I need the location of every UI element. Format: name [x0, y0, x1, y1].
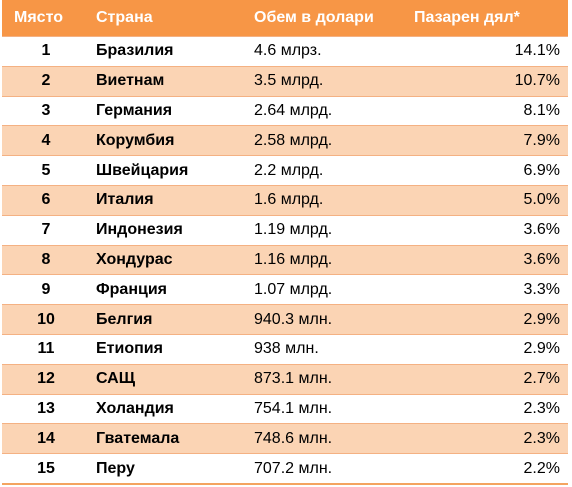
- table-row: 1 Бразилия 4.6 млрз. 14.1%: [2, 36, 568, 66]
- volume-cell: 707.2 млн.: [254, 459, 333, 477]
- table-row: 7 Индонезия 1.19 млрд. 3.6%: [2, 214, 568, 245]
- header-market-share: Пазарен дял*: [414, 9, 520, 26]
- country-cell: САЩ: [96, 370, 136, 388]
- share-cell: 6.9%: [523, 161, 560, 179]
- rank-cell: 9: [41, 280, 51, 298]
- country-cell: Бразилия: [96, 42, 174, 60]
- volume-cell: 1.07 млрд.: [254, 280, 333, 298]
- table-row: 3 Германия 2.64 млрд. 8.1%: [2, 95, 568, 126]
- share-cell: 10.7%: [514, 72, 560, 90]
- table-row: 11 Етиопия 938 млн. 2.9%: [2, 333, 568, 364]
- rank-cell: 4: [41, 131, 51, 149]
- rank-cell: 6: [41, 191, 51, 209]
- rank-cell: 14: [37, 429, 55, 447]
- table-row: 9 Франция 1.07 млрд. 3.3%: [2, 274, 568, 305]
- rank-cell: 1: [41, 42, 51, 60]
- rank-cell: 3: [41, 101, 51, 119]
- country-cell: Етиопия: [96, 340, 163, 358]
- country-cell: Перу: [96, 459, 135, 477]
- country-cell: Холандия: [96, 399, 174, 417]
- rank-cell: 8: [41, 250, 51, 268]
- table-row: 6 Италия 1.6 млрд. 5.0%: [2, 184, 568, 215]
- rank-cell: 13: [37, 399, 55, 417]
- table-header: Място Страна Обем в долари Пазарен дял*: [2, 0, 568, 36]
- volume-cell: 1.16 млрд.: [254, 250, 333, 268]
- share-cell: 8.1%: [523, 101, 560, 119]
- share-cell: 7.9%: [523, 131, 560, 149]
- volume-cell: 748.6 млн.: [254, 429, 333, 447]
- country-cell: Белгия: [96, 310, 153, 328]
- share-cell: 2.3%: [523, 429, 560, 447]
- rank-cell: 12: [37, 370, 55, 388]
- country-cell: Гватемала: [96, 429, 180, 447]
- share-cell: 14.1%: [514, 42, 560, 60]
- volume-cell: 1.6 млрд.: [254, 191, 324, 209]
- rank-cell: 5: [41, 161, 51, 179]
- table-row: 4 Корумбия 2.58 млрд. 7.9%: [2, 125, 568, 156]
- rank-cell: 11: [37, 340, 55, 358]
- volume-cell: 1.19 млрд.: [254, 221, 333, 239]
- share-cell: 2.9%: [523, 340, 560, 358]
- share-cell: 2.7%: [523, 370, 560, 388]
- rank-cell: 15: [37, 459, 55, 477]
- table-row: 14 Гватемала 748.6 млн. 2.3%: [2, 423, 568, 454]
- share-cell: 5.0%: [523, 191, 560, 209]
- volume-cell: 4.6 млрз.: [254, 42, 322, 60]
- header-volume: Обем в долари: [254, 9, 374, 26]
- volume-cell: 2.2 млрд.: [254, 161, 324, 179]
- volume-cell: 3.5 млрд.: [254, 72, 324, 90]
- header-country: Страна: [96, 9, 153, 26]
- volume-cell: 2.58 млрд.: [254, 131, 333, 149]
- header-rank: Място: [14, 9, 63, 26]
- rank-cell: 10: [37, 310, 55, 328]
- country-cell: Индонезия: [96, 221, 183, 239]
- volume-cell: 940.3 млн.: [254, 310, 333, 328]
- rank-cell: 2: [41, 72, 51, 90]
- country-cell: Италия: [96, 191, 154, 209]
- table-row: 8 Хондурас 1.16 млрд. 3.6%: [2, 244, 568, 275]
- share-cell: 2.3%: [523, 399, 560, 417]
- share-cell: 3.6%: [523, 250, 560, 268]
- table-row: 5 Швейцария 2.2 млрд. 6.9%: [2, 155, 568, 185]
- table-row: 10 Белгия 940.3 млн. 2.9%: [2, 304, 568, 334]
- volume-cell: 754.1 млн.: [254, 399, 333, 417]
- volume-cell: 2.64 млрд.: [254, 101, 333, 119]
- country-cell: Франция: [96, 280, 167, 298]
- country-cell: Швейцария: [96, 161, 189, 179]
- country-cell: Виетнам: [96, 72, 165, 90]
- share-cell: 2.2%: [523, 459, 560, 477]
- country-cell: Германия: [96, 101, 173, 119]
- country-cell: Корумбия: [96, 131, 175, 149]
- share-cell: 3.3%: [523, 280, 560, 298]
- volume-cell: 938 млн.: [254, 340, 319, 358]
- country-cell: Хондурас: [96, 250, 173, 268]
- rank-cell: 7: [41, 221, 51, 239]
- share-cell: 2.9%: [523, 310, 560, 328]
- table-row: 15 Перу 707.2 млн. 2.2%: [2, 453, 568, 483]
- table-row: 12 САЩ 873.1 млн. 2.7%: [2, 363, 568, 394]
- share-cell: 3.6%: [523, 221, 560, 239]
- volume-cell: 873.1 млн.: [254, 370, 333, 388]
- table-row: 13 Холандия 754.1 млн. 2.3%: [2, 393, 568, 424]
- table-row: 2 Виетнам 3.5 млрд. 10.7%: [2, 65, 568, 96]
